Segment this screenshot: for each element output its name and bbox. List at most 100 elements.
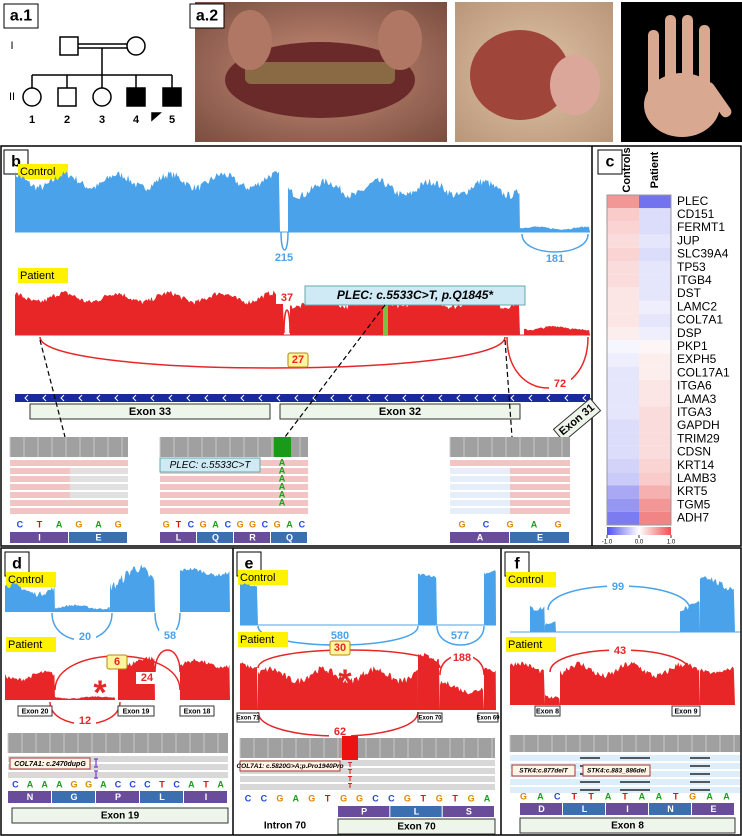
strand-chevron	[546, 394, 551, 402]
heatmap-cell	[607, 327, 639, 341]
label: Control	[8, 574, 43, 586]
panel-label: a.1	[10, 8, 32, 25]
base: A	[293, 793, 300, 803]
coverage	[520, 226, 590, 232]
label-bg	[74, 631, 96, 643]
coverage	[240, 583, 258, 625]
base: G	[356, 793, 363, 803]
amino-acid: S	[466, 806, 472, 816]
amino-acid: L	[414, 806, 420, 816]
heatmap-cell	[607, 274, 639, 288]
column-label: Patient	[649, 151, 661, 188]
heatmap-border	[606, 194, 672, 526]
heatmap-cell	[639, 485, 671, 499]
exon-label: Exon 20	[22, 708, 49, 715]
label-bg	[159, 630, 181, 642]
base: G	[458, 519, 465, 529]
zoom-line	[504, 339, 513, 438]
panel-label: a.2	[196, 8, 218, 25]
gene-label: JUP	[677, 233, 700, 247]
strand-chevron	[330, 394, 335, 402]
base: A	[27, 779, 34, 789]
alt-base: T	[348, 762, 353, 769]
base: G	[506, 519, 513, 529]
igv-read	[10, 484, 128, 490]
alt-base: T	[348, 769, 353, 776]
gene-label: TRIM29	[677, 431, 720, 445]
intron-label: Intron 70	[264, 821, 307, 832]
label-box	[477, 712, 499, 723]
label-box	[671, 705, 701, 717]
igv-read	[450, 484, 510, 490]
colorbar-tick-label: 0.0	[635, 540, 644, 546]
base: A	[100, 779, 107, 789]
strand-chevron	[186, 394, 191, 402]
heatmap-cell	[639, 353, 671, 367]
asterisk: *	[93, 674, 107, 712]
strand-chevron	[582, 394, 587, 402]
gene-label: ADH7	[677, 511, 709, 525]
heatmap-cell	[639, 445, 671, 459]
frame-b	[0, 145, 742, 547]
amino-acid: R	[249, 532, 256, 542]
individual-id: 1	[29, 114, 35, 126]
label: Control	[20, 166, 55, 178]
heatmap-cell	[607, 234, 639, 248]
exon-label: Exon 70	[418, 716, 442, 722]
gene-label: ITGA3	[677, 405, 712, 419]
heatmap-cell	[607, 393, 639, 407]
panel-label: d	[12, 556, 22, 573]
base: C	[372, 793, 379, 803]
heatmap-cell	[607, 485, 639, 499]
heatmap-cell	[607, 340, 639, 354]
amino-acid-box	[692, 803, 734, 815]
igv-coverage	[8, 733, 228, 753]
pedigree	[22, 36, 182, 122]
label-box	[17, 705, 53, 717]
colorbar-tick-label: 1.0	[667, 540, 676, 546]
label: Patient	[20, 270, 54, 282]
variant-column	[274, 437, 291, 457]
strand-chevron	[348, 394, 353, 402]
base: T	[159, 779, 165, 789]
coverage	[680, 600, 700, 632]
igv-read	[160, 500, 308, 506]
coverage	[55, 696, 115, 700]
amino-acid-box	[10, 532, 68, 543]
gene-label: SLC39A4	[677, 247, 729, 261]
amino-acid: L	[176, 532, 182, 542]
base: C	[188, 519, 195, 529]
strand-chevron	[474, 394, 479, 402]
highlight	[238, 632, 288, 647]
strand-chevron	[420, 394, 425, 402]
label: Patient	[240, 634, 274, 646]
amino-acid-box	[160, 532, 196, 543]
finger	[648, 30, 659, 95]
label-box	[159, 457, 261, 473]
alt-base: A	[279, 457, 286, 467]
base: C	[173, 779, 180, 789]
panel-label: e	[245, 556, 254, 573]
heatmap-cell	[607, 459, 639, 473]
highlight	[18, 164, 68, 179]
strand-chevron	[114, 394, 119, 402]
female	[92, 87, 112, 107]
label-box	[9, 757, 91, 770]
highlight	[238, 570, 288, 585]
heatmap-cell	[639, 195, 671, 209]
base: A	[56, 779, 63, 789]
exon-label: Exon 32	[379, 406, 421, 418]
label-bg	[273, 252, 295, 264]
gene-label: CD151	[677, 207, 715, 221]
base: C	[261, 793, 268, 803]
strand-chevron	[240, 394, 245, 402]
coverage	[288, 177, 520, 232]
junction-count: 215	[275, 252, 293, 264]
male	[59, 36, 79, 56]
igv-read	[70, 468, 128, 474]
variant-label: STK4:c.883_886del	[587, 768, 646, 775]
variant-label: PLEC: c.5533C>T	[170, 460, 252, 471]
heatmap-cell	[639, 511, 671, 525]
amino-acid-box	[563, 803, 605, 815]
heatmap-cell	[639, 498, 671, 512]
